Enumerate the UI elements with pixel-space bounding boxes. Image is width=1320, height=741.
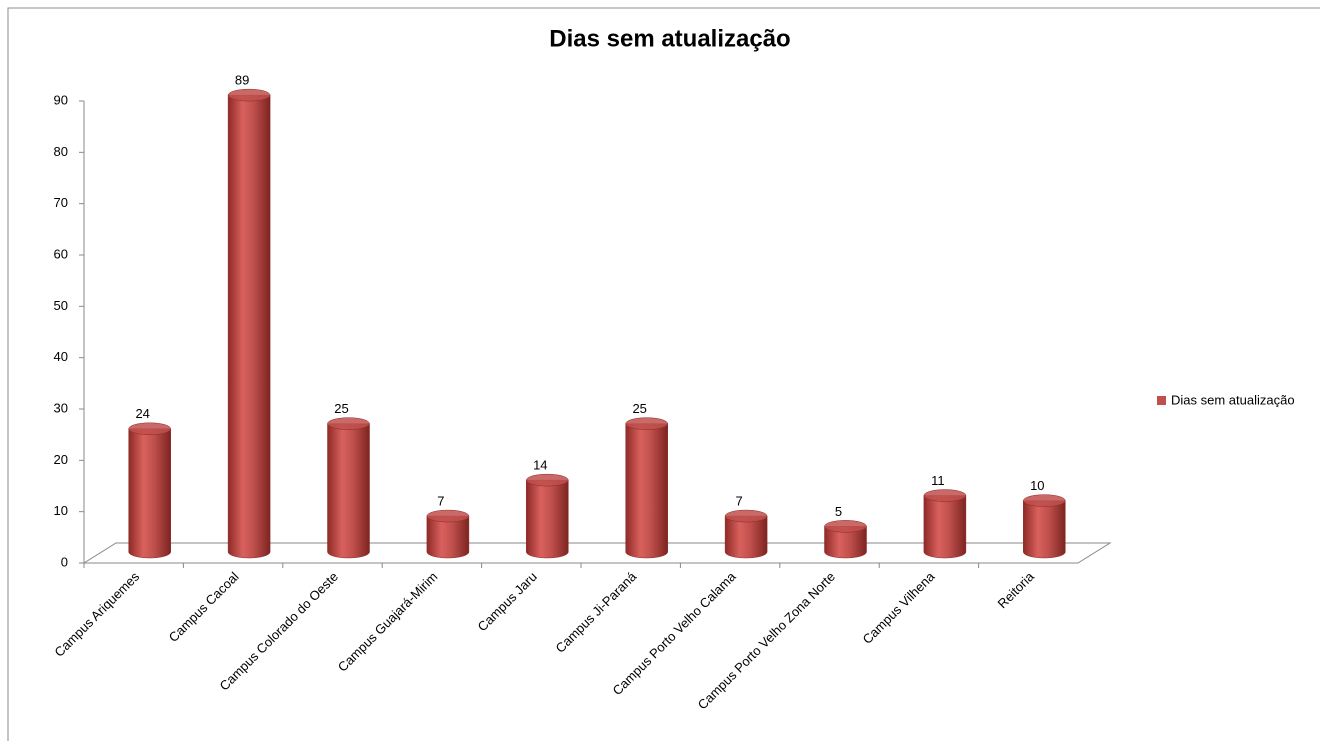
x-tick-label: Campus Colorado do Oeste [216,569,341,694]
bar [625,423,668,559]
legend-swatch [1157,396,1166,405]
data-label: 24 [135,406,149,421]
y-tick-label: 0 [61,554,68,569]
y-tick-label: 10 [54,503,68,518]
bar [426,515,470,559]
y-tick-label: 50 [54,298,68,313]
data-label: 25 [334,401,348,416]
data-label: 89 [235,73,249,88]
y-tick-label: 70 [54,195,68,210]
data-label: 7 [735,494,742,509]
x-tick-label: Campus Vilhena [860,568,938,646]
bar-top [526,473,569,487]
y-tick-label: 30 [54,400,68,415]
bar-top [923,489,967,502]
bar-top [1023,494,1066,507]
bar-top [426,509,470,523]
y-tick-label: 80 [54,144,68,159]
legend-label: Dias sem atualização [1171,392,1295,407]
x-tick-label: Campus Jaru [475,569,540,634]
bar [923,495,967,559]
bar [724,515,768,559]
x-tick-label: Campus Ji-Paraná [553,568,640,655]
data-label: 11 [931,473,945,488]
y-tick-label: 40 [54,349,68,364]
bar [327,423,370,559]
y-tick-label: 60 [54,246,68,261]
data-label: 10 [1030,478,1044,493]
bar [824,526,867,559]
bar [1023,500,1066,559]
bar [526,479,569,559]
bar-top [625,417,668,430]
floor [82,542,1112,564]
x-tick-label: Campus Guajará-Mirim [335,569,441,675]
bar [227,94,271,559]
bar-top [227,88,271,102]
bar [128,428,171,559]
x-tick-label: Campus Ariquemes [51,569,142,660]
data-label: 5 [835,504,842,519]
bar-top [724,509,768,523]
chart-frame [7,7,1320,741]
bar-top [824,520,867,533]
y-tick-label: 90 [54,92,68,107]
bar-top [128,422,171,436]
chart-title: Dias sem atualização [549,25,790,52]
x-tick-label: Reitoria [995,568,1038,611]
data-label: 7 [437,494,444,509]
data-label: 14 [533,458,547,473]
data-label: 25 [632,401,646,416]
y-tick-label: 20 [54,452,68,467]
x-tick-label: Campus Cacoal [166,569,242,645]
bar-top [327,417,370,430]
